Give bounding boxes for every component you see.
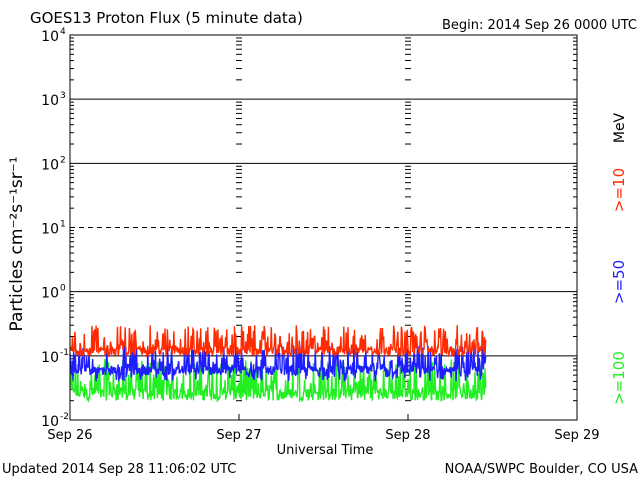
x-tick-labels: Sep 26 Sep 27 Sep 28 Sep 29 <box>47 428 599 443</box>
credit-label: NOAA/SWPC Boulder, CO USA <box>445 462 638 477</box>
y-tick-exponent: 4 <box>60 27 66 37</box>
updated-timestamp: Updated 2014 Sep 28 11:06:02 UTC <box>2 462 236 477</box>
y-tick-label: 10 <box>41 286 59 302</box>
y-tick-exponent: -2 <box>60 412 69 422</box>
chart-title: GOES13 Proton Flux (5 minute data) <box>30 9 303 27</box>
x-tick-label: Sep 28 <box>385 428 430 443</box>
grid-lines <box>70 37 577 420</box>
x-tick-label: Sep 26 <box>47 428 92 443</box>
series-line-ge50 <box>69 344 487 382</box>
series-line-ge100 <box>69 358 487 404</box>
y-tick-label: 10 <box>41 414 59 430</box>
energy-unit-label: MeV <box>612 112 628 143</box>
x-tick-label: Sep 29 <box>554 428 599 443</box>
y-tick-exponent: 0 <box>60 284 66 294</box>
plot-frame <box>69 34 578 421</box>
y-tick-exponent: 2 <box>60 155 66 165</box>
y-tick-label: 10 <box>41 93 59 109</box>
series-line-ge10 <box>69 324 487 359</box>
y-tick-label: 10 <box>41 350 59 366</box>
y-tick-exponent: 1 <box>60 220 66 230</box>
y-tick-exponent: 3 <box>60 91 66 101</box>
series-layer <box>69 324 487 404</box>
legend-ge50: >=50 <box>610 260 628 304</box>
y-tick-label: 10 <box>41 222 59 238</box>
y-tick-label: 10 <box>41 29 59 45</box>
y-axis-label: Particles cm⁻²s⁻¹sr⁻¹ <box>7 156 27 331</box>
x-tick-label: Sep 27 <box>216 428 261 443</box>
x-axis-label: Universal Time <box>277 443 374 458</box>
y-tick-label: 10 <box>41 157 59 173</box>
legend-ge100: >=100 <box>610 351 628 405</box>
y-tick-exponent: -1 <box>60 348 69 358</box>
legend-ge10: >=10 <box>610 168 628 212</box>
begin-date-label: Begin: 2014 Sep 26 0000 UTC <box>442 18 637 33</box>
